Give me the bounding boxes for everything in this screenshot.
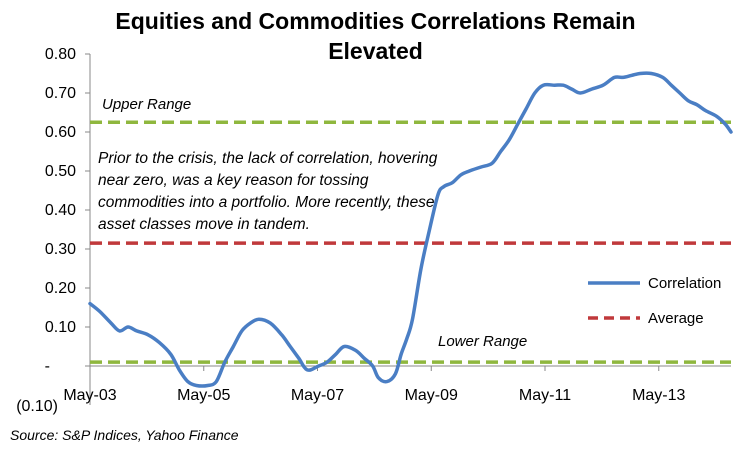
y-tick-label: 0.40 [45,202,76,219]
y-tick-label: - [45,358,50,375]
x-tick-label: May-09 [405,387,458,404]
y-tick-label: 0.70 [45,85,76,102]
y-tick-label: 0.60 [45,124,76,141]
y-tick-label: 0.20 [45,280,76,297]
chart-title: Equities and Commodities Correlations Re… [0,6,751,66]
upper-range-label: Upper Range [102,96,192,113]
y-tick-label: 0.80 [45,46,76,63]
lower-range-label: Lower Range [438,333,528,350]
chart-title-line-2: Elevated [328,38,423,64]
series-line-correlation [88,71,733,388]
chart-title-line-1: Equities and Commodities Correlations Re… [115,8,636,34]
y-tick-label: 0.10 [45,319,76,336]
y-tick-label: (0.10) [16,398,58,415]
y-tick-label: 0.30 [45,241,76,258]
x-tick-label: May-07 [291,387,344,404]
legend-label-average: Average [648,310,704,327]
source-note: Source: S&P Indices, Yahoo Finance [10,427,239,443]
chart-annotation: Prior to the crisis, the lack of correla… [98,150,438,233]
y-tick-label: 0.50 [45,163,76,180]
x-tick-label: May-13 [632,387,685,404]
legend-label-correlation: Correlation [648,275,721,292]
x-tick-label: May-03 [63,387,116,404]
x-tick-label: May-11 [519,387,571,404]
x-tick-label: May-05 [177,387,230,404]
